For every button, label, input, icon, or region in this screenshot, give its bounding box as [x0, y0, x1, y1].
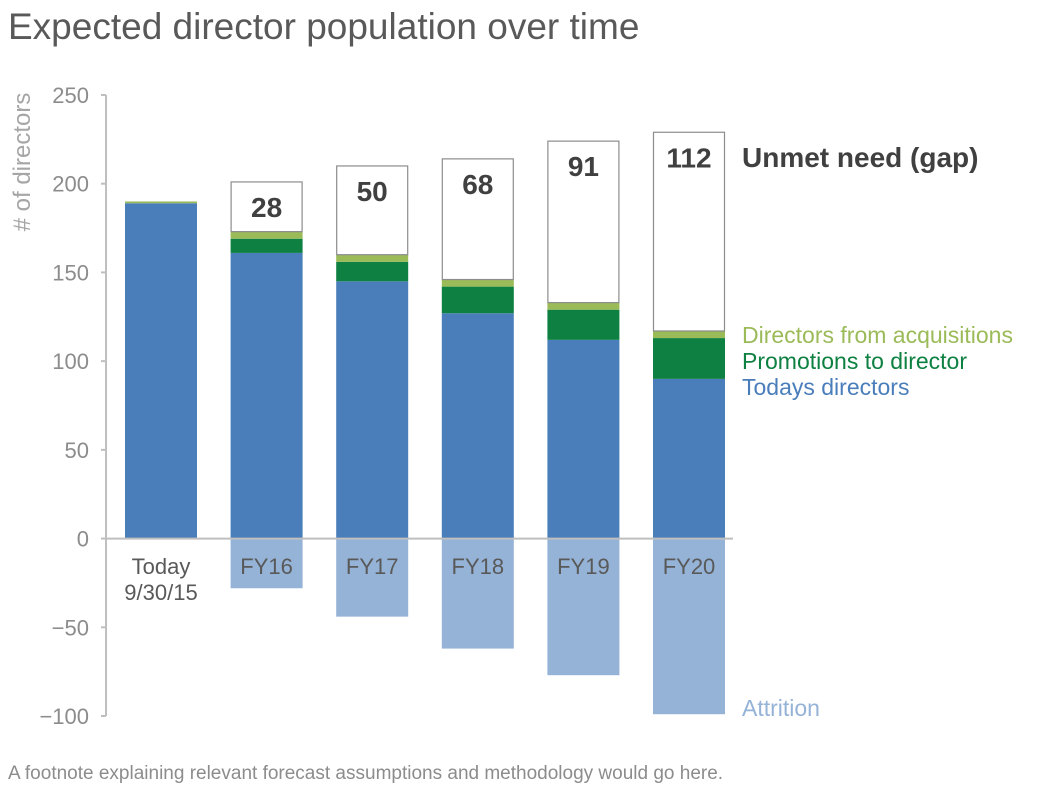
- legend-attrition: Attrition: [742, 695, 820, 721]
- attrition-bar: [230, 538, 303, 589]
- category-label: FY18: [452, 554, 505, 579]
- attrition-layer: [230, 538, 725, 715]
- bars-layer: [125, 201, 725, 539]
- todays-bar: [547, 339, 620, 539]
- y-tick-label: 150: [52, 260, 89, 285]
- y-tick-label: −50: [52, 615, 89, 640]
- legend-promotions: Promotions to director: [742, 348, 967, 374]
- legend-acquisitions: Directors from acquisitions: [742, 322, 1013, 348]
- y-tick-label: 0: [77, 527, 89, 552]
- legend-todays: Todays directors: [742, 374, 909, 400]
- chart-title: Expected director population over time: [8, 6, 640, 47]
- category-label: FY19: [557, 554, 610, 579]
- category-label: FY20: [663, 554, 716, 579]
- category-label: FY16: [240, 554, 293, 579]
- attrition-bar: [441, 538, 514, 649]
- acquisitions-bar: [125, 201, 197, 204]
- category-label: FY17: [346, 554, 399, 579]
- todays-bar: [653, 378, 725, 539]
- gap-bar: [441, 158, 514, 281]
- todays-bar: [125, 203, 197, 539]
- gap-value-label: 91: [568, 151, 599, 182]
- axis-layer: 250 200 150 100 50 0 −50 −100 # of directors: [9, 83, 733, 729]
- y-tick-label: 100: [52, 349, 89, 374]
- attrition-bar: [336, 538, 409, 617]
- y-tick-label: 250: [52, 83, 89, 108]
- promotions-bar: [230, 238, 303, 253]
- acquisitions-bar: [653, 330, 725, 339]
- gap-bar: [336, 165, 409, 256]
- todays-bar: [336, 281, 409, 539]
- gap-value-label: 112: [666, 142, 711, 173]
- todays-bar: [230, 252, 303, 539]
- gap-value-label: 68: [462, 169, 493, 200]
- category-label-sub: 9/30/15: [124, 580, 197, 605]
- y-tick-label: −100: [39, 704, 89, 729]
- acquisitions-bar: [547, 302, 620, 310]
- footnote: A footnote explaining relevant forecast …: [8, 763, 724, 784]
- promotions-bar: [441, 286, 514, 314]
- promotions-bar: [336, 261, 409, 282]
- gap-value-label: 28: [251, 192, 282, 223]
- todays-bar: [441, 313, 514, 539]
- legend-layer: Unmet need (gap) Directors from acquisiti…: [742, 142, 1013, 721]
- gap-value-label: 50: [357, 176, 388, 207]
- acquisitions-bar: [230, 231, 303, 239]
- acquisitions-bar: [336, 254, 409, 262]
- acquisitions-bar: [441, 279, 514, 287]
- gap-layer: 28 50 68 91 112: [230, 131, 726, 332]
- y-axis-title: # of directors: [9, 93, 36, 232]
- category-label: Today: [132, 554, 191, 579]
- attrition-bar: [547, 538, 620, 676]
- legend-gap: Unmet need (gap): [742, 142, 978, 173]
- y-tick-label: 200: [52, 172, 89, 197]
- gap-bar: [547, 140, 620, 304]
- promotions-bar: [653, 338, 725, 379]
- gap-bar: [230, 181, 303, 233]
- attrition-bar: [653, 538, 725, 715]
- gap-bar: [652, 131, 726, 332]
- y-tick-label: 50: [65, 438, 89, 463]
- promotions-bar: [547, 309, 620, 340]
